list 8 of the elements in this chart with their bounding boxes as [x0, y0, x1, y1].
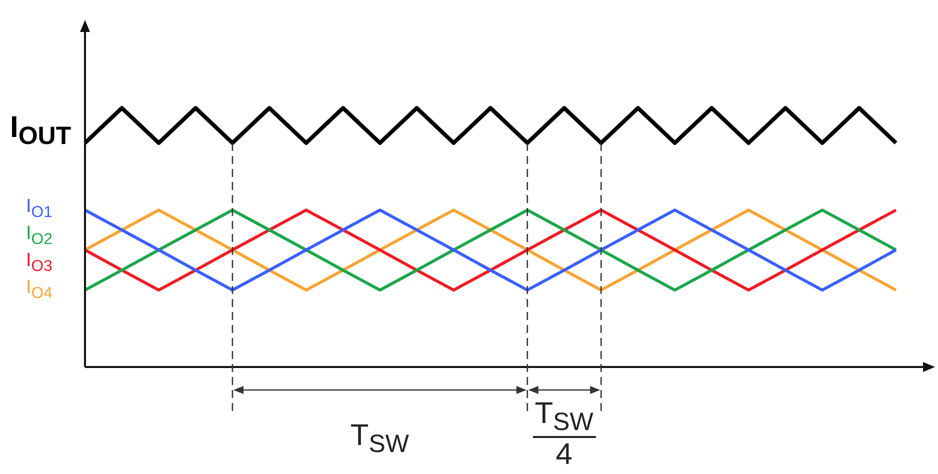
series-label: I$_{OUT}$ — [10, 110, 72, 151]
text: 4 — [556, 438, 572, 471]
text: I$_{O2}$ — [26, 223, 52, 249]
text: T$_{SW}$ — [350, 419, 410, 458]
series-label: I$_{O1}$ — [26, 196, 52, 222]
series-label: I$_{O3}$ — [26, 250, 52, 276]
text: T$_{SW}$ — [534, 397, 594, 436]
text: I$_{O4}$ — [26, 277, 52, 303]
